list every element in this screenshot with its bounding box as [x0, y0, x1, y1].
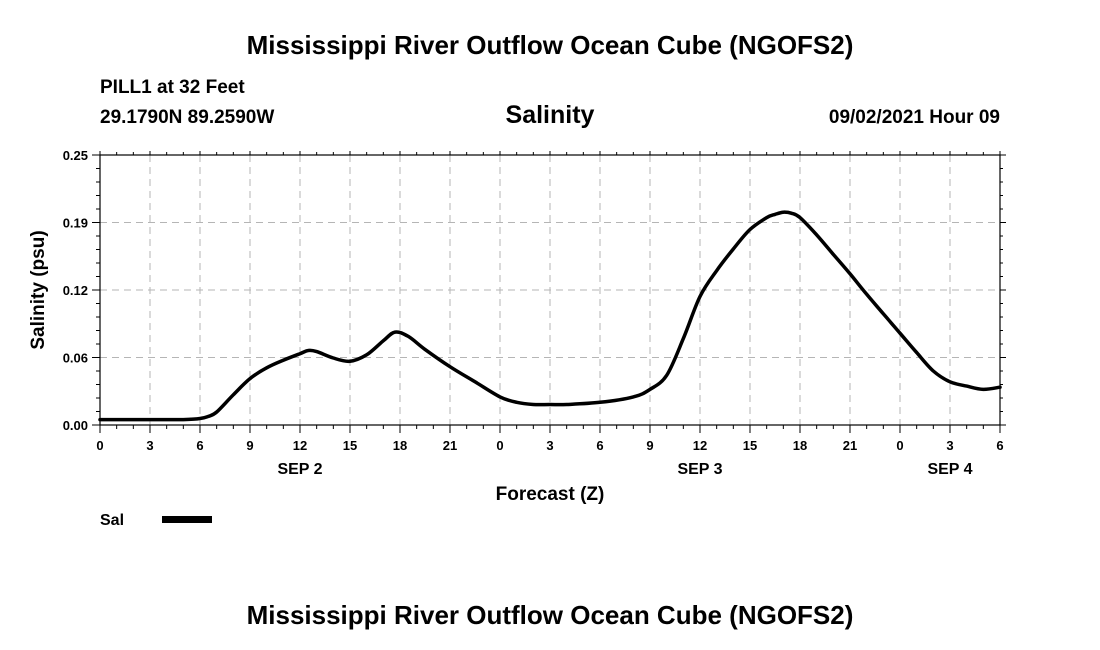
x-tick-label: 3 [146, 438, 153, 453]
x-tick-label: 15 [343, 438, 357, 453]
x-tick-label: 12 [693, 438, 707, 453]
page-title: Mississippi River Outflow Ocean Cube (NG… [246, 30, 854, 60]
x-tick-label: 18 [793, 438, 807, 453]
y-tick-label: 0.12 [63, 283, 88, 298]
legend-label: Sal [100, 512, 124, 529]
x-tick-label: 21 [843, 438, 857, 453]
date-label: SEP 4 [927, 461, 972, 478]
date-labels: SEP 2 SEP 3 SEP 4 [277, 461, 972, 478]
date-label: SEP 2 [277, 461, 322, 478]
x-tick-label: 6 [996, 438, 1003, 453]
date-label: SEP 3 [677, 461, 722, 478]
x-tick-label: 12 [293, 438, 307, 453]
variable-title: Salinity [505, 101, 595, 129]
x-tick-label: 9 [646, 438, 653, 453]
y-tick-label: 0.06 [63, 351, 88, 366]
forecast-datetime: 09/02/2021 Hour 09 [828, 107, 1000, 128]
y-tick-label: 0.19 [63, 216, 88, 231]
x-tick-label: 0 [496, 438, 503, 453]
station-label: PILL1 at 32 Feet [100, 77, 245, 98]
series-line-sal [98, 210, 1002, 422]
x-tick-label: 18 [393, 438, 407, 453]
grid-lines [100, 155, 1000, 425]
x-tick-label: 3 [546, 438, 553, 453]
y-tick-label: 0.25 [63, 148, 88, 163]
y-tick-label: 0.00 [63, 418, 88, 433]
x-tick-label: 9 [246, 438, 253, 453]
x-tick-label: 6 [596, 438, 603, 453]
y-tick-labels: 0.00 0.06 0.12 0.19 0.25 [63, 148, 88, 433]
legend-swatch [162, 516, 212, 523]
x-tick-label: 21 [443, 438, 457, 453]
x-tick-label: 6 [196, 438, 203, 453]
station-coordinates: 29.1790N 89.2590W [100, 107, 275, 128]
major-ticks [92, 151, 1006, 433]
x-tick-label: 15 [743, 438, 757, 453]
footer-title: Mississippi River Outflow Ocean Cube (NG… [246, 600, 854, 630]
x-tick-label: 3 [946, 438, 953, 453]
x-tick-label: 0 [896, 438, 903, 453]
x-tick-labels: 0 3 6 9 12 15 18 21 0 3 6 9 12 15 18 21 0 3 6 [96, 438, 1003, 453]
plot-frame [99, 154, 1001, 426]
x-axis-label: Forecast (Z) [496, 484, 605, 505]
x-tick-label: 0 [96, 438, 103, 453]
y-axis-label: Salinity (psu) [28, 230, 49, 349]
